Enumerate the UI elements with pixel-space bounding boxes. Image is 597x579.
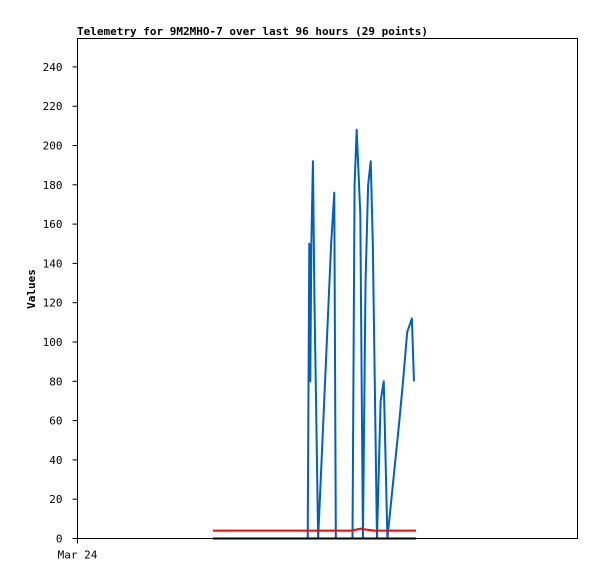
y-axis-label: Values	[25, 269, 38, 309]
y-tick-label: 40	[49, 454, 62, 467]
y-tick-label: 160	[43, 218, 63, 231]
y-tick-label: 140	[43, 257, 63, 270]
series-line-2	[212, 527, 417, 532]
plot-area-frame	[77, 38, 578, 539]
x-axis-ticks: Mar 24	[58, 538, 98, 562]
chart-title: Telemetry for 9M2MHO-7 over last 96 hour…	[77, 25, 428, 38]
series-line-1	[306, 128, 415, 540]
y-tick-label: 100	[43, 336, 63, 349]
y-axis-ticks: 0 20 40 60 80 100 120 140 160 180 200 220 240	[43, 61, 78, 546]
y-tick-label: 180	[43, 179, 63, 192]
y-tick-label: 60	[49, 415, 62, 428]
y-tick-label: 120	[43, 297, 63, 310]
y-tick-label: 20	[49, 493, 62, 506]
y-tick-label: 220	[43, 100, 63, 113]
y-tick-label: 0	[56, 533, 63, 546]
y-tick-label: 240	[43, 61, 63, 74]
y-tick-label: 200	[43, 140, 63, 153]
x-tick-label: Mar 24	[58, 549, 98, 562]
y-tick-label: 80	[49, 375, 62, 388]
